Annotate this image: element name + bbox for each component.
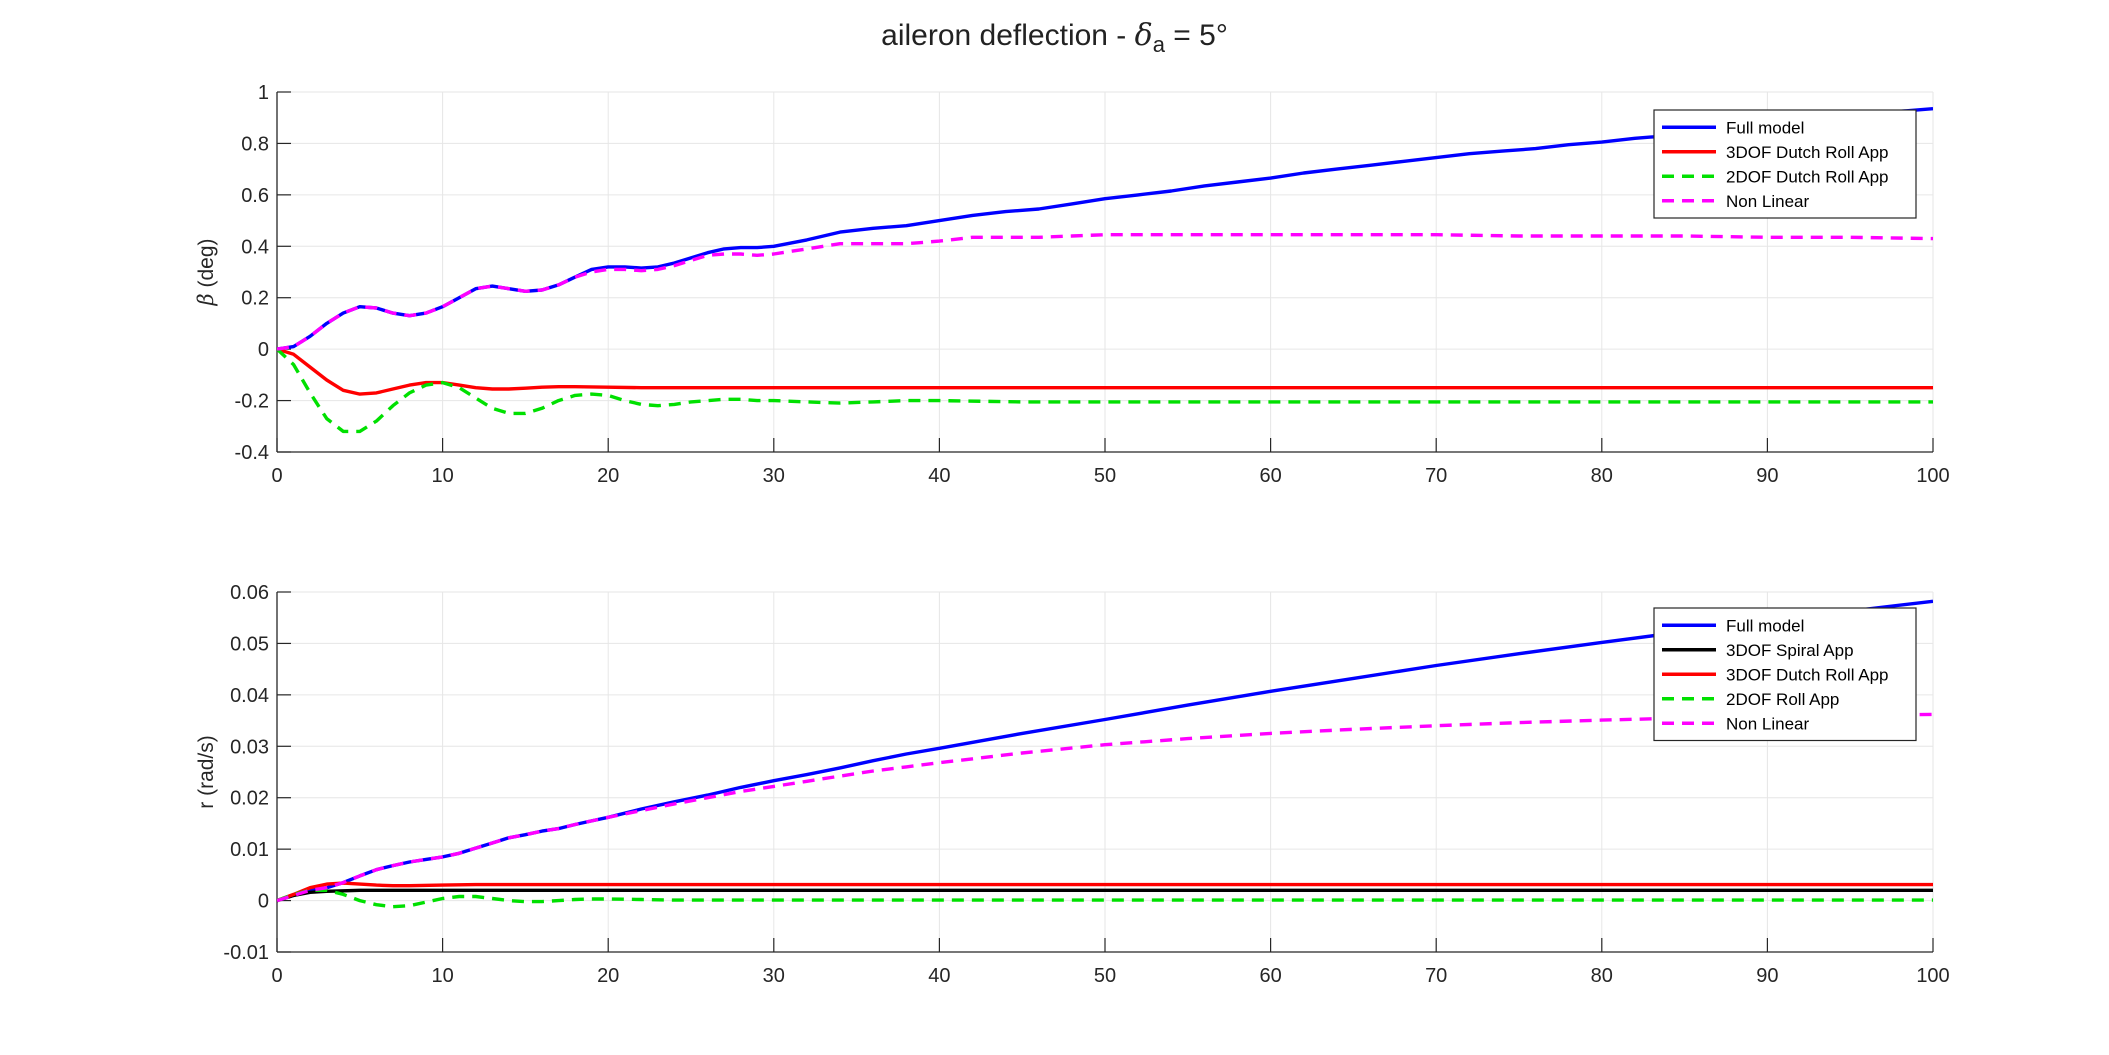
y-tick-label: 0.01 — [230, 839, 269, 861]
x-tick-label: 10 — [431, 965, 453, 987]
y-tick-label: 1 — [258, 82, 269, 104]
series-line-4 — [277, 888, 1933, 909]
title-suffix: = 5° — [1164, 19, 1228, 52]
x-tick-label: 0 — [271, 465, 282, 487]
y-tick-label: 0.6 — [241, 185, 269, 207]
y-tick-label: 0.02 — [230, 788, 269, 810]
x-tick-label: 10 — [431, 465, 453, 487]
y-axis-label-symbol: β — [194, 293, 218, 306]
x-tick-label: 30 — [763, 965, 785, 987]
series-line-4 — [277, 232, 1933, 351]
legend-entry: 2DOF Dutch Roll App — [1726, 167, 1889, 186]
legend: Full model 3DOF Dutch Roll App 2DOF Dutch … — [1653, 109, 1917, 219]
legend-entry: Non Linear — [1726, 714, 1810, 733]
x-tick-label: 80 — [1591, 465, 1613, 487]
title-text: aileron deflection - — [881, 19, 1135, 52]
series-line-5 — [277, 712, 1933, 903]
x-tick-label: 40 — [928, 465, 950, 487]
x-tick-label: 50 — [1094, 465, 1116, 487]
y-axis-label-text: (deg) — [195, 239, 218, 294]
y-tick-label: -0.4 — [235, 442, 269, 464]
legend-entry: Full model — [1726, 616, 1804, 635]
series-group — [277, 599, 1933, 909]
y-tick-label: 0.4 — [241, 236, 269, 258]
y-tick-label: -0.01 — [223, 942, 269, 964]
y-tick-label: 0.8 — [241, 133, 269, 155]
y-tick-label: 0 — [258, 339, 269, 361]
y-tick-label: 0.2 — [241, 288, 269, 310]
x-tick-label: 100 — [1916, 465, 1949, 487]
y-tick-label: 0.03 — [230, 736, 269, 758]
x-tick-label: 70 — [1425, 965, 1447, 987]
x-tick-label: 80 — [1591, 965, 1613, 987]
y-tick-label: 0.06 — [230, 582, 269, 604]
y-tick-label: -0.2 — [235, 391, 269, 413]
series-group — [277, 107, 1933, 434]
legend: Full model 3DOF Spiral App 3DOF Dutch Roll… — [1653, 607, 1917, 742]
x-tick-label: 70 — [1425, 465, 1447, 487]
series-line-2 — [277, 347, 1933, 396]
y-axis-label-text: r (rad/s) — [195, 735, 218, 809]
x-tick-label: 60 — [1259, 965, 1281, 987]
legend-entry: 3DOF Dutch Roll App — [1726, 665, 1889, 684]
legend-entry: 3DOF Dutch Roll App — [1726, 143, 1889, 162]
x-tick-label: 90 — [1756, 965, 1778, 987]
y-axis-label: r (rad/s) — [195, 735, 218, 809]
x-tick-label: 30 — [763, 465, 785, 487]
legend-entry: Non Linear — [1726, 192, 1810, 211]
y-tick-label: 0.04 — [230, 685, 269, 707]
title-symbol: δ — [1134, 18, 1153, 53]
subplot-1: 0 10 20 30 40 50 60 70 80 90 100 -0.4 -0.2 0 0.2 0.4 0.6… — [194, 82, 1950, 487]
x-tick-label: 90 — [1756, 465, 1778, 487]
x-tick-label: 60 — [1259, 465, 1281, 487]
y-axis-label: β (deg) — [194, 239, 218, 307]
subplot-2: 0 10 20 30 40 50 60 70 80 90 100-0.0100.010.020.03… — [195, 582, 1950, 987]
x-tick-label: 50 — [1094, 965, 1116, 987]
x-tick-label: 100 — [1916, 965, 1949, 987]
x-tick-label: 20 — [597, 965, 619, 987]
series-line-3 — [277, 347, 1933, 434]
x-tick-label: 0 — [271, 965, 282, 987]
legend-entry: 2DOF Roll App — [1726, 690, 1839, 709]
figure-title: aileron deflection - δa = 5° — [0, 18, 2109, 58]
series-line-3 — [277, 881, 1933, 903]
y-tick-label: 0 — [258, 891, 269, 913]
legend-entry: 3DOF Spiral App — [1726, 641, 1854, 660]
series-line-1 — [277, 107, 1933, 351]
title-subscript: a — [1152, 32, 1165, 57]
legend-entry: Full model — [1726, 118, 1804, 137]
x-tick-label: 40 — [928, 965, 950, 987]
y-tick-label: 0.05 — [230, 633, 269, 655]
x-tick-label: 20 — [597, 465, 619, 487]
